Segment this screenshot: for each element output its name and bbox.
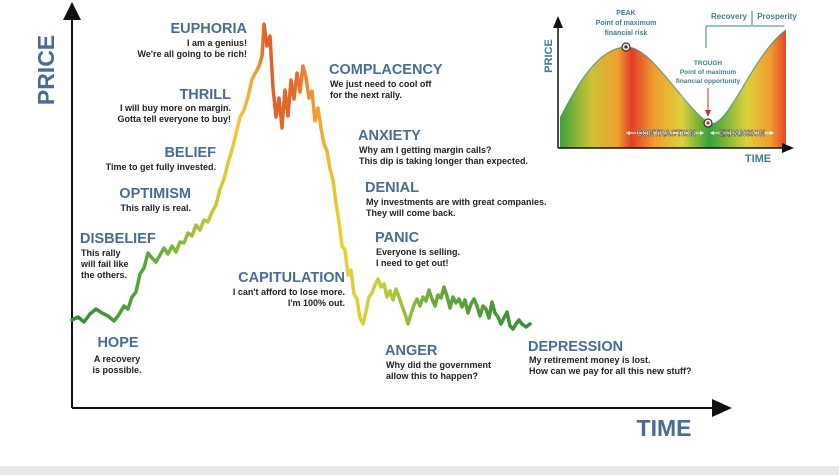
main-axes: [63, 2, 732, 417]
phase-desc-line: I can't afford to lose more.: [233, 287, 345, 297]
x-axis-arrow: [712, 399, 732, 417]
trough-pointer-head: [705, 110, 711, 117]
market-cycle-price-line: [70, 22, 532, 331]
phase-title: ANGER: [385, 343, 438, 359]
phase-title: OPTIMISM: [119, 186, 191, 202]
inset-phase-band: CONTRACTION EXPANSION: [626, 129, 774, 138]
contraction-label: CONTRACTION: [636, 129, 695, 138]
peak-label-line: Point of maximum: [596, 20, 657, 27]
phase-title: DENIAL: [365, 180, 419, 196]
phase-desc-line: I am a genius!: [187, 38, 247, 48]
phase-depression: DEPRESSION My retirement money is lost. …: [528, 339, 692, 376]
phase-panic: PANIC Everyone is selling. I need to get…: [375, 230, 460, 268]
trough-label-line: Point of maximum: [680, 69, 737, 76]
phase-desc-line: We just need to cool off: [330, 79, 432, 89]
phase-thrill: THRILL I will buy more on margin. Gotta …: [117, 87, 231, 124]
inset-y-axis-label: PRICE: [543, 39, 555, 73]
phase-anxiety: ANXIETY Why am I getting margin calls? T…: [358, 128, 528, 166]
phase-desc-line: I'm 100% out.: [288, 298, 345, 308]
phase-complacency: COMPLACENCY We just need to cool off for…: [329, 62, 443, 100]
phase-desc-line: Why am I getting margin calls?: [359, 145, 492, 155]
y-axis-arrow: [63, 2, 81, 20]
inset-recovery-prosperity: Recovery Prosperity: [705, 11, 797, 48]
phase-hope: HOPE A recovery is possible.: [92, 335, 141, 375]
peak-label-line: financial risk: [605, 30, 648, 37]
phase-desc-line: allow this to happen?: [386, 371, 478, 381]
phase-desc-line: My retirement money is lost.: [529, 355, 651, 365]
recovery-label: Recovery: [711, 12, 748, 21]
prosperity-label: Prosperity: [757, 12, 797, 21]
phase-anger: ANGER Why did the government allow this …: [385, 343, 491, 381]
phase-title: DEPRESSION: [528, 339, 623, 355]
trough-label-line: financial opportunity: [676, 78, 741, 85]
inset-cycle-area: [560, 30, 786, 148]
phase-desc-line: How can we pay for all this new stuff?: [529, 366, 692, 376]
inset-peak: PEAK Point of maximum financial risk: [596, 10, 657, 52]
phase-desc-line: Why did the government: [386, 360, 491, 370]
phase-title: ANXIETY: [358, 128, 421, 144]
phase-desc-line: My investments are with great companies.: [366, 197, 547, 207]
phase-desc-line: is possible.: [92, 365, 141, 375]
phase-title: CAPITULATION: [238, 270, 345, 286]
phase-desc-line: This rally is real.: [120, 203, 191, 213]
y-axis-label: PRICE: [33, 35, 59, 105]
phase-desc-line: A recovery: [94, 354, 140, 364]
phase-desc-line: I need to get out!: [376, 258, 449, 268]
inset-y-axis-arrow: [553, 16, 563, 28]
phase-title: THRILL: [179, 87, 231, 103]
phase-desc-line: This rally: [81, 248, 121, 258]
inset-x-axis-label: TIME: [745, 153, 771, 165]
phase-title: DISBELIEF: [80, 231, 156, 247]
phase-denial: DENIAL My investments are with great com…: [365, 180, 547, 218]
phase-optimism: OPTIMISM This rally is real.: [119, 186, 191, 213]
phase-disbelief: DISBELIEF This rally will fail like the …: [80, 231, 156, 280]
trough-label-line: TROUGH: [694, 60, 722, 67]
phase-title: BELIEF: [164, 145, 216, 161]
economic-cycle-inset: PRICE TIME PEAK Point of maximum financi…: [543, 10, 797, 165]
phase-desc-line: Everyone is selling.: [376, 247, 460, 257]
phase-desc-line: They will come back.: [366, 208, 456, 218]
x-axis-label: TIME: [637, 415, 692, 441]
phase-title: HOPE: [97, 335, 138, 351]
phase-euphoria: EUPHORIA I am a genius! We're all going …: [138, 21, 248, 59]
peak-marker-dot: [624, 45, 628, 49]
peak-label-line: PEAK: [616, 10, 635, 17]
phase-desc-line: We're all going to be rich!: [138, 49, 248, 59]
inset-cycle-curve: [559, 29, 787, 125]
inset-x-axis-arrow: [782, 143, 794, 153]
phase-desc-line: Time to get fully invested.: [106, 162, 216, 172]
bottom-strip: [0, 466, 839, 475]
phase-desc-line: the others.: [81, 270, 127, 280]
phase-desc-line: This dip is taking longer than expected.: [359, 156, 528, 166]
expansion-label: EXPANSION: [719, 129, 766, 138]
phase-desc-line: I will buy more on margin.: [120, 103, 231, 113]
phase-title: PANIC: [375, 230, 420, 246]
phase-capitulation: CAPITULATION I can't afford to lose more…: [233, 270, 345, 308]
trough-marker-dot: [706, 121, 710, 125]
phase-desc-line: will fail like: [80, 259, 129, 269]
phase-desc-line: for the next rally.: [330, 90, 402, 100]
phase-title: EUPHORIA: [170, 21, 247, 37]
phase-belief: BELIEF Time to get fully invested.: [106, 145, 216, 172]
inset-trough: TROUGH Point of maximum financial opport…: [676, 60, 741, 128]
phase-desc-line: Gotta tell everyone to buy!: [117, 114, 231, 124]
phase-title: COMPLACENCY: [329, 62, 443, 78]
